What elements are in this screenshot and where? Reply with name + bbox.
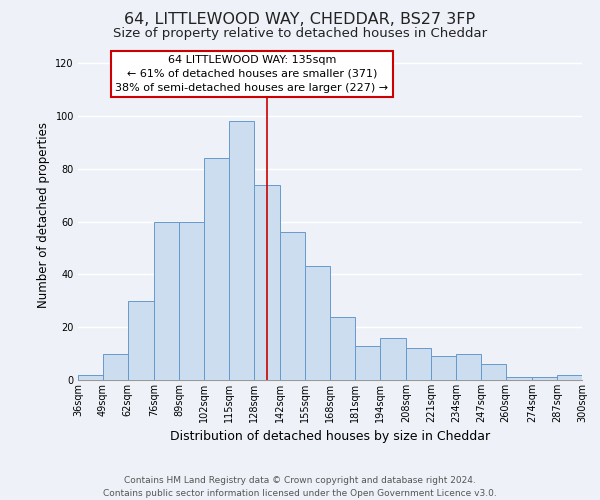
Text: 64 LITTLEWOOD WAY: 135sqm
← 61% of detached houses are smaller (371)
38% of semi: 64 LITTLEWOOD WAY: 135sqm ← 61% of detac…	[115, 55, 388, 93]
Bar	[380, 338, 406, 380]
Bar	[204, 158, 229, 380]
Text: Size of property relative to detached houses in Cheddar: Size of property relative to detached ho…	[113, 28, 487, 40]
Bar	[406, 348, 431, 380]
Bar	[179, 222, 204, 380]
Bar	[456, 354, 481, 380]
Y-axis label: Number of detached properties: Number of detached properties	[37, 122, 50, 308]
Bar	[355, 346, 380, 380]
Bar	[481, 364, 506, 380]
Bar	[280, 232, 305, 380]
Text: 64, LITTLEWOOD WAY, CHEDDAR, BS27 3FP: 64, LITTLEWOOD WAY, CHEDDAR, BS27 3FP	[124, 12, 476, 28]
Bar	[506, 378, 532, 380]
Bar	[330, 316, 355, 380]
Text: Contains HM Land Registry data © Crown copyright and database right 2024.
Contai: Contains HM Land Registry data © Crown c…	[103, 476, 497, 498]
Bar	[103, 354, 128, 380]
Bar	[154, 222, 179, 380]
Bar	[229, 122, 254, 380]
Bar	[254, 184, 280, 380]
Bar	[128, 301, 154, 380]
Bar	[305, 266, 330, 380]
Bar	[557, 374, 582, 380]
Bar	[532, 378, 557, 380]
Bar	[431, 356, 456, 380]
X-axis label: Distribution of detached houses by size in Cheddar: Distribution of detached houses by size …	[170, 430, 490, 444]
Bar	[78, 374, 103, 380]
